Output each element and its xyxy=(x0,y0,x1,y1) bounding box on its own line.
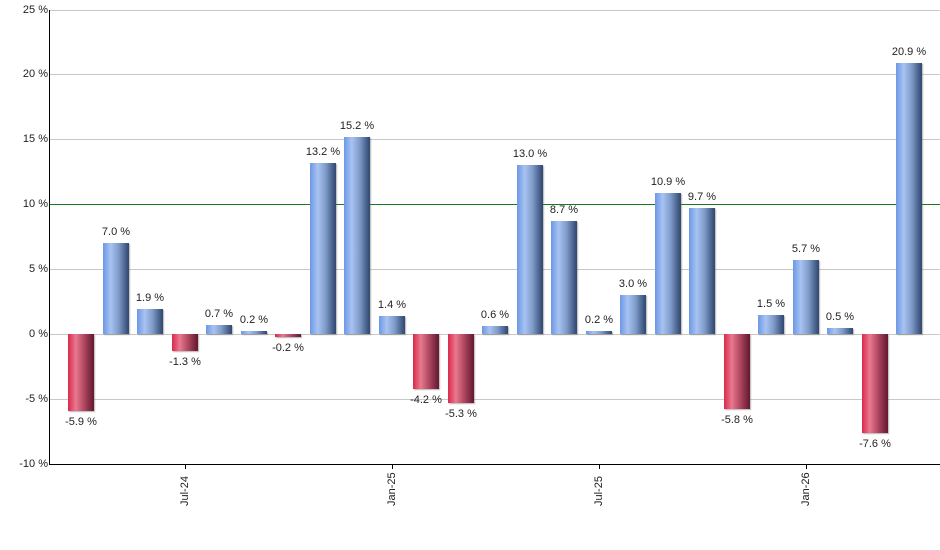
value-label: -5.8 % xyxy=(721,414,753,426)
value-label: 1.4 % xyxy=(377,299,407,311)
bar-apr-26[interactable] xyxy=(896,63,922,334)
y-tick-label: 20 % xyxy=(22,68,48,80)
bar-feb-25[interactable] xyxy=(413,334,439,389)
y-tick-label: 0 % xyxy=(29,328,48,340)
y-tick-label: 15 % xyxy=(22,133,48,145)
bar-sep-25[interactable] xyxy=(655,193,681,334)
value-label: -5.3 % xyxy=(445,408,477,420)
x-tick-label: Jul-24 xyxy=(179,476,191,506)
bar-nov-25[interactable] xyxy=(724,334,750,409)
bar-may-25[interactable] xyxy=(517,165,543,334)
y-tick-label: -5 % xyxy=(25,393,48,405)
value-label: 8.7 % xyxy=(549,204,579,216)
gridline xyxy=(50,269,940,270)
value-label: 5.7 % xyxy=(791,243,821,255)
bar-aug-25[interactable] xyxy=(620,295,646,334)
value-label: 0.2 % xyxy=(239,314,269,326)
bar-oct-24[interactable] xyxy=(275,334,301,337)
bar-jun-24[interactable] xyxy=(137,309,163,334)
value-label: 20.9 % xyxy=(891,46,927,58)
bar-mar-26[interactable] xyxy=(862,334,888,433)
y-tick-label: -10 % xyxy=(19,458,48,470)
value-label: 1.5 % xyxy=(756,298,786,310)
value-label: 0.2 % xyxy=(584,314,614,326)
bar-mar-25[interactable] xyxy=(448,334,474,403)
bar-dec-24[interactable] xyxy=(344,137,370,334)
bar-jun-25[interactable] xyxy=(551,221,577,334)
bar-jan-26[interactable] xyxy=(793,260,819,334)
bar-feb-26[interactable] xyxy=(827,328,853,334)
bar-jan-25[interactable] xyxy=(379,316,405,334)
value-label: 13.2 % xyxy=(305,146,341,158)
gridline xyxy=(50,74,940,75)
value-label: -5.9 % xyxy=(65,416,97,428)
bar-nov-24[interactable] xyxy=(310,163,336,334)
x-tick-label: Jan-26 xyxy=(800,472,812,506)
value-label: 13.0 % xyxy=(512,148,548,160)
y-tick-label: 10 % xyxy=(22,198,48,210)
gridline xyxy=(50,334,940,335)
x-tick-mark xyxy=(185,465,186,469)
y-axis-line xyxy=(49,10,50,465)
value-label: 1.9 % xyxy=(135,292,165,304)
bar-jul-25[interactable] xyxy=(586,331,612,334)
bar-may-24[interactable] xyxy=(103,243,129,334)
bar-sep-24[interactable] xyxy=(241,331,267,334)
reference-line-10pct xyxy=(50,204,940,205)
value-label: -1.3 % xyxy=(169,356,201,368)
bar-apr-24[interactable] xyxy=(68,334,94,411)
value-label: 3.0 % xyxy=(618,278,648,290)
value-label: 15.2 % xyxy=(339,120,375,132)
value-label: 0.5 % xyxy=(825,311,855,323)
gridline xyxy=(50,10,940,11)
value-label: -4.2 % xyxy=(410,394,442,406)
bar-oct-25[interactable] xyxy=(689,208,715,334)
x-axis-line xyxy=(49,464,940,465)
value-label: -7.6 % xyxy=(859,438,891,450)
x-tick-label: Jul-25 xyxy=(593,476,605,506)
gridline xyxy=(50,139,940,140)
value-label: 10.9 % xyxy=(650,176,686,188)
bar-apr-25[interactable] xyxy=(482,326,508,334)
x-tick-mark xyxy=(392,465,393,469)
value-label: 7.0 % xyxy=(101,226,131,238)
x-tick-label: Jan-25 xyxy=(386,472,398,506)
bar-aug-24[interactable] xyxy=(206,325,232,334)
value-label: -0.2 % xyxy=(272,342,304,354)
x-tick-mark xyxy=(806,465,807,469)
x-tick-mark xyxy=(599,465,600,469)
value-label: 0.7 % xyxy=(204,308,234,320)
value-label: 0.6 % xyxy=(480,309,510,321)
bar-dec-25[interactable] xyxy=(758,315,784,334)
y-tick-label: 25 % xyxy=(22,4,48,16)
y-tick-label: 5 % xyxy=(29,263,48,275)
bar-jul-24[interactable] xyxy=(172,334,198,351)
value-label: 9.7 % xyxy=(687,191,717,203)
gridline xyxy=(50,399,940,400)
